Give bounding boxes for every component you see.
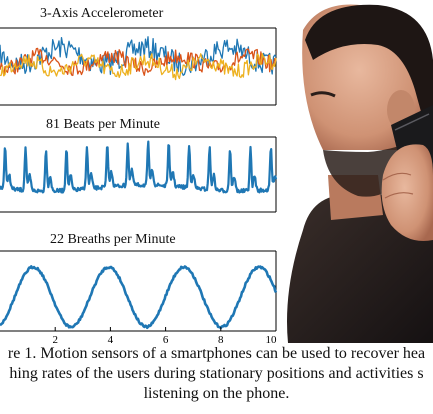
caption-line-3: listening on the phone. [143,385,290,402]
x-axis-ticks: 2 4 6 8 10 [52,327,277,345]
panel-frame-accelerometer [0,27,277,106]
x-tick-label: 4 [108,334,114,345]
x-tick-label: 10 [266,334,278,345]
x-tick-label: 6 [163,334,169,345]
accelerometer-series-1 [0,36,277,76]
panel-title-heart-rate: 81 Beats per Minute [46,117,160,132]
caption-line-2: hing rates of the users during stationar… [9,365,424,382]
panel-frame-heart [0,136,277,213]
heart-rate-series [0,140,278,194]
x-tick-label: 2 [52,334,58,345]
series-layer [0,36,278,330]
accelerometer-series-2 [0,47,277,77]
panel-title-breathing-rate: 22 Breaths per Minute [50,232,176,247]
plot-panels: 2 4 6 8 10 [0,27,278,345]
x-tick-label: 8 [218,334,224,345]
accelerometer-series-3 [0,53,277,81]
person-on-phone-photo [283,0,433,343]
breathing-series [0,265,278,330]
caption-line-1: re 1. Motion sensors of a smartphones ca… [7,345,426,362]
figure-caption: re 1. Motion sensors of a smartphones ca… [0,344,433,410]
shirt [287,194,433,343]
hair [305,4,433,150]
panel-title-accelerometer: 3-Axis Accelerometer [40,6,164,21]
